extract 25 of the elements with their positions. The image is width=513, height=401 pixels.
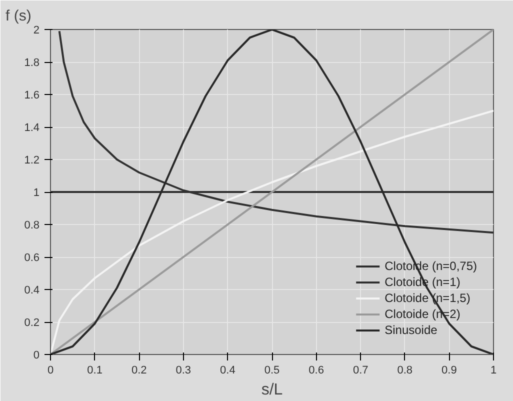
x-tick-label: 0.2 <box>131 364 147 376</box>
x-axis-title: s/L <box>261 382 283 398</box>
x-tick-label: 0.7 <box>352 364 368 376</box>
y-tick-label: 0.2 <box>24 317 40 329</box>
y-tick-label: 1 <box>33 187 40 199</box>
x-tick-label: 0.4 <box>220 364 236 376</box>
y-tick-label: 1.2 <box>24 154 40 166</box>
x-tick-label: 0.1 <box>87 364 102 376</box>
y-tick-label: 0.8 <box>24 220 40 232</box>
x-tick-label: 0.5 <box>264 364 280 376</box>
x-tick-label: 0 <box>47 364 54 376</box>
x-tick-label: 1 <box>490 364 497 376</box>
x-tick-label: 0.6 <box>308 364 324 376</box>
legend-label: Sinusoide <box>384 322 438 338</box>
y-tick-label: 0.4 <box>24 284 40 296</box>
y-tick-label: 2 <box>33 24 40 36</box>
y-tick-label: 0.6 <box>24 252 40 264</box>
x-tick-label: 0.3 <box>176 364 192 376</box>
y-tick-label: 1.6 <box>24 90 40 102</box>
x-tick-label: 0.8 <box>397 364 413 376</box>
y-tick-label: 1.8 <box>24 57 40 69</box>
x-tick-label: 0.9 <box>442 364 457 376</box>
y-tick-label: 1.4 <box>24 122 40 134</box>
y-axis-title: f (s) <box>6 8 32 24</box>
y-tick-label: 0 <box>33 350 40 362</box>
